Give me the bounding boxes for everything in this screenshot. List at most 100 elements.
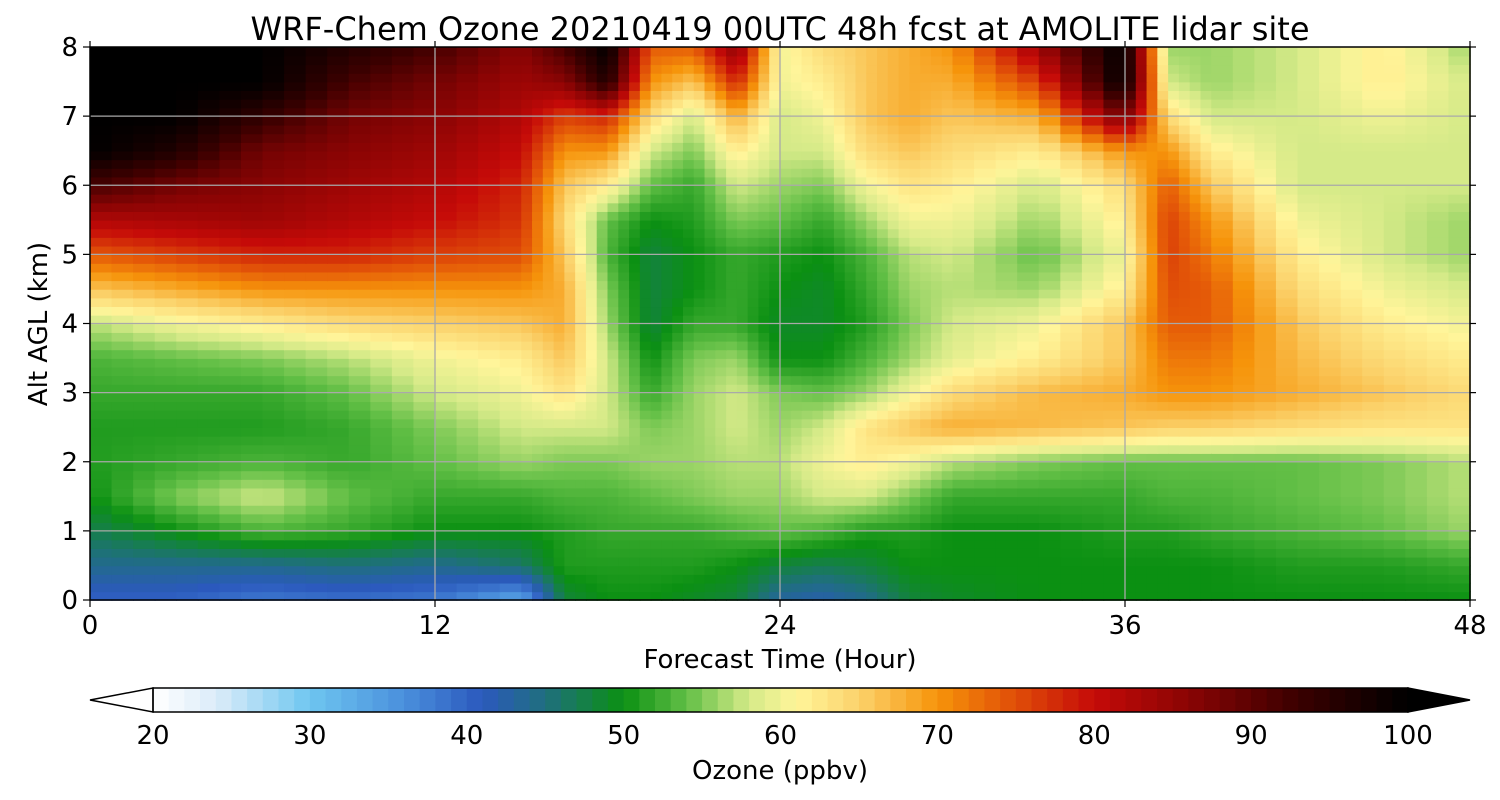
heatmap-cell: [855, 349, 868, 359]
heatmap-cell: [1275, 159, 1299, 169]
heatmap-cell: [413, 211, 436, 221]
heatmap-cell: [413, 444, 436, 454]
heatmap-cell: [1168, 591, 1180, 601]
heatmap-cell: [435, 556, 458, 567]
heatmap-cell: [370, 375, 393, 385]
heatmap-cell: [769, 193, 781, 204]
heatmap-cell: [1135, 496, 1148, 506]
heatmap-cell: [1081, 453, 1105, 463]
heatmap-cell: [1405, 470, 1428, 480]
heatmap-cell: [1103, 314, 1126, 325]
heatmap-cell: [1200, 185, 1213, 195]
heatmap-cell: [154, 461, 178, 472]
heatmap-cell: [1254, 228, 1277, 238]
heatmap-cell: [887, 565, 900, 575]
heatmap-cell: [1383, 366, 1407, 377]
heatmap-cell: [930, 444, 943, 454]
heatmap-cell: [391, 470, 415, 480]
heatmap-cell: [1103, 366, 1126, 377]
heatmap-cell: [1448, 254, 1471, 264]
heatmap-cell: [607, 444, 620, 454]
heatmap-cell: [1448, 263, 1471, 273]
heatmap-cell: [866, 591, 878, 601]
heatmap-cell: [1125, 142, 1137, 152]
heatmap-cell: [844, 280, 857, 290]
heatmap-cell: [1038, 418, 1062, 428]
heatmap-cell: [240, 150, 264, 161]
heatmap-cell: [844, 375, 857, 385]
heatmap-cell: [1383, 392, 1407, 403]
heatmap-cell: [1178, 435, 1191, 446]
heatmap-cell: [327, 349, 350, 359]
heatmap-cell: [284, 565, 307, 575]
heatmap-cell: [672, 176, 684, 187]
heatmap-cell: [639, 401, 652, 411]
heatmap-cell: [1178, 591, 1191, 601]
heatmap-cell: [111, 401, 134, 411]
heatmap-cell: [111, 237, 134, 247]
heatmap-cell: [1103, 193, 1126, 204]
heatmap-cell: [1383, 435, 1407, 446]
heatmap-cell: [1405, 159, 1428, 169]
heatmap-cell: [920, 263, 932, 273]
heatmap-cell: [435, 539, 458, 549]
heatmap-cell: [575, 254, 587, 264]
heatmap-cell: [704, 159, 717, 169]
heatmap-cell: [995, 358, 1018, 368]
heatmap-cell: [661, 211, 673, 221]
heatmap-cell: [596, 176, 609, 187]
heatmap-cell: [1211, 556, 1234, 567]
heatmap-cell: [877, 409, 889, 420]
heatmap-cell: [305, 211, 328, 221]
heatmap-cell: [639, 418, 652, 428]
heatmap-cell: [1383, 323, 1407, 333]
heatmap-cell: [974, 124, 997, 135]
heatmap-cell: [995, 150, 1018, 161]
heatmap-cell: [478, 185, 501, 195]
heatmap-cell: [219, 98, 242, 109]
heatmap-cell: [941, 116, 954, 126]
heatmap-cell: [585, 565, 598, 575]
heatmap-cell: [327, 479, 350, 489]
heatmap-cell: [327, 574, 350, 584]
heatmap-cell: [726, 176, 738, 187]
heatmap-cell: [618, 435, 630, 446]
heatmap-cell: [844, 453, 857, 463]
heatmap-cell: [693, 280, 706, 290]
heatmap-cell: [1448, 176, 1471, 187]
heatmap-cell: [154, 202, 178, 212]
heatmap-cell: [682, 358, 695, 368]
heatmap-cell: [348, 591, 372, 601]
heatmap-cell: [769, 375, 781, 385]
heatmap-cell: [866, 470, 878, 480]
heatmap-cell: [672, 444, 684, 454]
heatmap-cell: [1038, 530, 1062, 541]
heatmap-cell: [413, 530, 436, 541]
heatmap-cell: [930, 237, 943, 247]
heatmap-cell: [1362, 487, 1385, 498]
heatmap-cell: [521, 392, 533, 403]
heatmap-cell: [747, 366, 760, 377]
heatmap-cell: [575, 383, 587, 394]
heatmap-cell: [532, 453, 544, 463]
heatmap-cell: [758, 565, 771, 575]
heatmap-cell: [866, 487, 878, 498]
heatmap-cell: [1135, 574, 1148, 584]
heatmap-cell: [521, 159, 533, 169]
heatmap-cell: [780, 582, 792, 593]
heatmap-cell: [1383, 565, 1407, 575]
heatmap-cell: [240, 81, 264, 91]
heatmap-cell: [974, 418, 997, 428]
heatmap-cell: [1319, 202, 1342, 212]
heatmap-cell: [704, 176, 717, 187]
heatmap-cell: [780, 574, 792, 584]
heatmap-cell: [769, 513, 781, 524]
heatmap-cell: [661, 574, 673, 584]
heatmap-cell: [758, 340, 771, 351]
heatmap-cell: [704, 487, 717, 498]
heatmap-cell: [704, 565, 717, 575]
heatmap-cell: [629, 582, 641, 593]
heatmap-cell: [909, 383, 921, 394]
heatmap-cell: [909, 228, 921, 238]
heatmap-cell: [1254, 358, 1277, 368]
